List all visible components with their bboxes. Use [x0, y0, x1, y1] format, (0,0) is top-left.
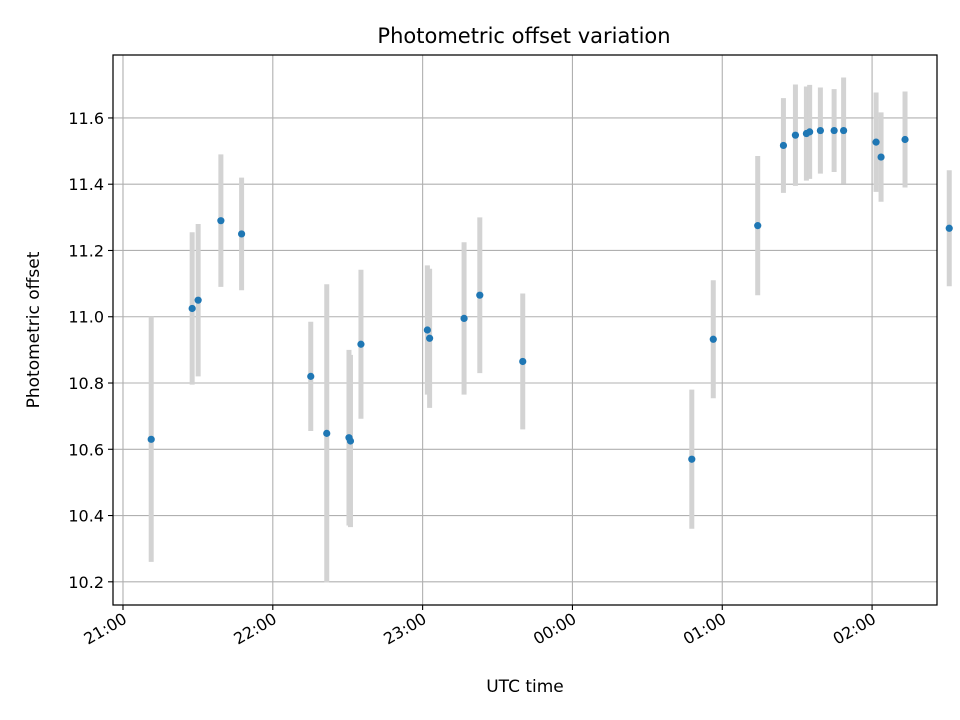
data-point — [188, 304, 196, 313]
x-tick-label: 00:00 — [530, 609, 579, 649]
data-point — [194, 296, 202, 304]
data-point — [688, 455, 696, 463]
data-point — [840, 126, 848, 135]
data-point — [426, 334, 434, 342]
data-point — [754, 222, 762, 230]
data-point — [519, 357, 527, 366]
y-axis-label: Photometric offset — [24, 251, 44, 408]
data-point — [709, 335, 717, 343]
data-point — [307, 372, 315, 380]
data-point — [357, 340, 365, 348]
data-point — [877, 153, 885, 161]
x-tick-label: 22:00 — [230, 609, 279, 649]
data-point — [945, 224, 953, 232]
y-tick-label: 11.2 — [68, 241, 104, 260]
data-point — [872, 138, 880, 146]
data-points — [147, 126, 953, 463]
data-point — [476, 291, 484, 299]
error-bars — [148, 77, 952, 583]
x-tick-label: 01:00 — [680, 609, 729, 649]
x-axis-label: UTC time — [486, 677, 564, 697]
data-point — [901, 135, 909, 144]
x-axis-ticks: 21:00 22:00 23:00 00:00 01:00 02:00 — [81, 605, 879, 649]
data-point — [346, 437, 355, 445]
x-tick-label: 02:00 — [830, 609, 879, 649]
data-point — [423, 326, 431, 334]
x-tick-label: 23:00 — [380, 609, 429, 649]
chart-title: Photometric offset variation — [377, 24, 670, 48]
data-point — [816, 126, 824, 135]
grid-lines — [113, 55, 937, 605]
data-point — [237, 230, 246, 238]
y-tick-label: 10.4 — [68, 507, 104, 526]
y-tick-label: 11.4 — [68, 175, 104, 194]
plot-frame — [112, 54, 938, 606]
data-point — [460, 314, 468, 323]
y-axis-ticks: 10.2 10.4 10.6 10.8 11.0 11.2 11.4 11.6 — [68, 109, 113, 592]
data-point — [323, 429, 331, 437]
data-point — [830, 126, 838, 135]
data-point — [806, 128, 814, 136]
data-point — [791, 131, 800, 139]
y-tick-label: 10.6 — [68, 440, 104, 459]
y-tick-label: 10.2 — [68, 573, 104, 592]
y-tick-label: 11.6 — [68, 109, 104, 128]
x-tick-label: 21:00 — [81, 609, 130, 649]
data-point — [779, 141, 788, 150]
y-tick-label: 10.8 — [68, 374, 104, 393]
y-tick-label: 11.0 — [68, 308, 104, 327]
data-point — [217, 217, 225, 225]
data-point — [147, 435, 155, 443]
